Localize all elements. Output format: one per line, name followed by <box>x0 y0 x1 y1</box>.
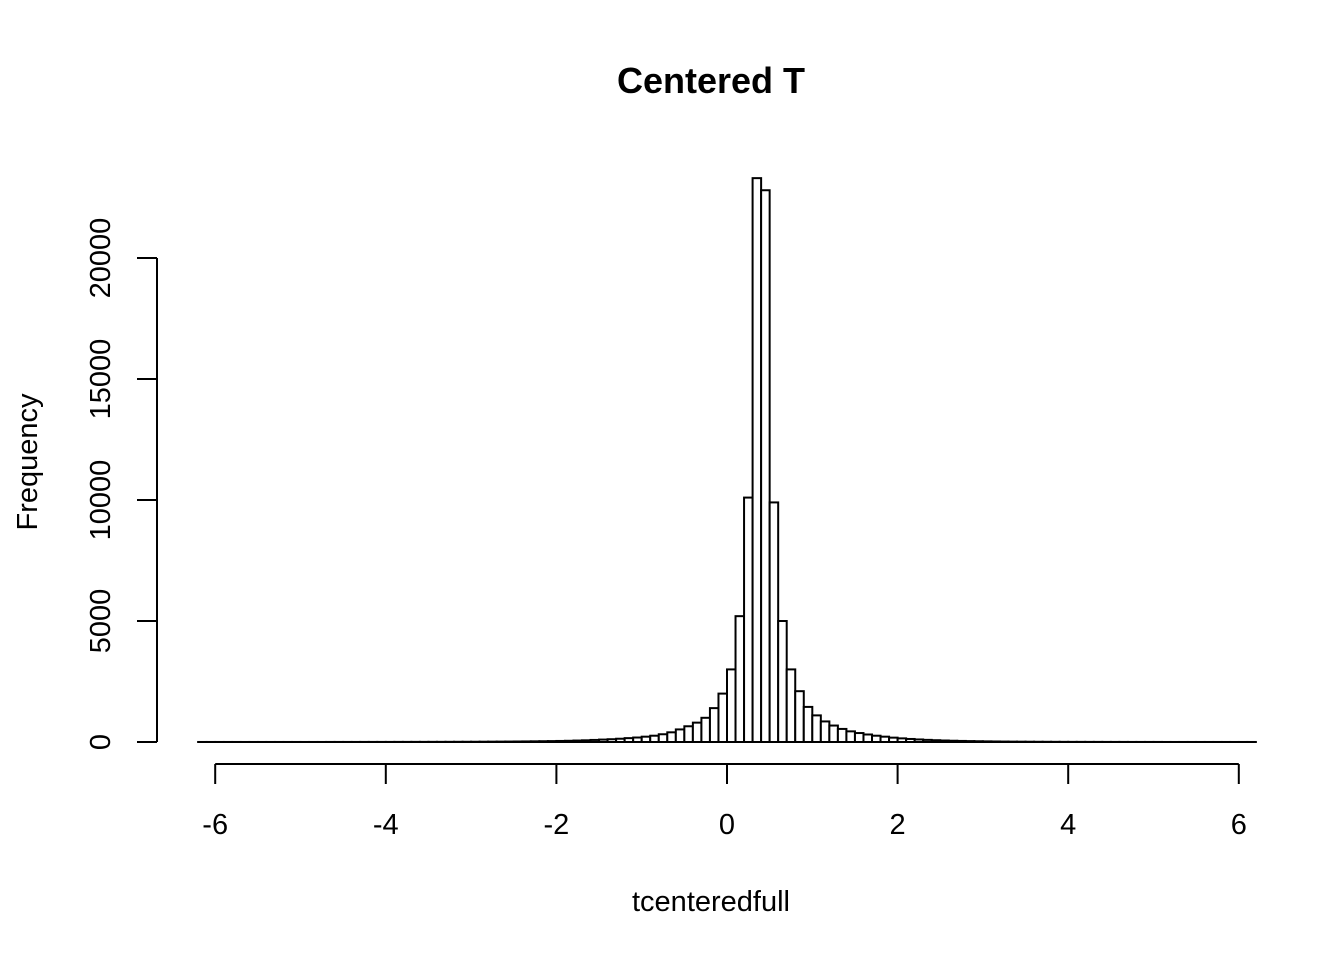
histogram-bar <box>674 728 686 744</box>
y-tick-label: 20000 <box>85 218 117 299</box>
histogram-bar <box>913 738 925 743</box>
x-tick-label: 4 <box>1060 809 1076 841</box>
y-axis-label: Frequency <box>12 393 44 531</box>
histogram-bar <box>819 720 831 743</box>
histogram-bar <box>563 739 575 743</box>
histogram-bar <box>768 501 780 744</box>
histogram-bar <box>964 740 976 744</box>
histogram-bar <box>871 734 882 744</box>
histogram-bar <box>794 690 805 743</box>
y-tick-label: 15000 <box>85 339 117 420</box>
x-tick-label: -6 <box>202 809 228 841</box>
y-axis: 0 5000 10000 15000 20000 <box>85 218 158 750</box>
histogram-bar <box>521 740 532 743</box>
histogram-bar <box>760 189 771 744</box>
histogram-bar <box>845 730 856 743</box>
histogram-bar <box>811 714 822 744</box>
histogram-bar <box>973 740 984 744</box>
x-tick-label: 2 <box>890 809 906 841</box>
histogram-bar <box>990 740 1001 743</box>
x-tick-label: 6 <box>1231 809 1247 841</box>
histogram-bar <box>777 620 788 743</box>
histogram-bar <box>802 705 814 743</box>
x-axis: -6 -4 -2 0 2 4 6 <box>202 763 1247 841</box>
chart-title: Centered T <box>617 60 805 101</box>
histogram-bar <box>589 738 601 743</box>
histogram-bar <box>538 740 549 743</box>
histogram-bar <box>649 734 660 744</box>
x-tick-label: -2 <box>544 809 570 841</box>
histogram-bar <box>734 615 746 743</box>
histogram-bar <box>743 496 754 743</box>
histogram-bar <box>580 739 592 744</box>
histogram-bar <box>862 733 874 743</box>
histogram-bar <box>683 725 694 744</box>
x-tick-label: -4 <box>373 809 399 841</box>
histogram-bar <box>632 736 643 744</box>
histogram-bar <box>836 727 848 744</box>
histogram-bar <box>939 739 950 743</box>
histogram-bar <box>691 721 703 744</box>
histogram-bar <box>512 740 524 744</box>
histogram-bar <box>708 707 720 743</box>
x-axis-label: tcenteredfull <box>632 886 790 918</box>
histogram-bar <box>572 739 583 743</box>
histogram-bar <box>726 668 737 744</box>
histogram-bar <box>700 716 711 743</box>
histogram-bar <box>896 737 908 743</box>
histogram-bar <box>947 739 959 743</box>
histogram-bar <box>657 733 669 743</box>
histogram-bar <box>717 692 728 743</box>
histogram-bar <box>930 739 942 744</box>
histogram-bar <box>598 738 609 744</box>
y-tick-label: 5000 <box>85 589 117 654</box>
histogram-bar <box>922 738 933 744</box>
histogram-bar <box>640 735 652 744</box>
histogram-bar <box>981 740 993 743</box>
histogram-bar <box>555 739 566 744</box>
histogram-bar <box>623 737 635 743</box>
histogram-bar <box>529 740 541 743</box>
x-tick-label: 0 <box>719 809 735 841</box>
histogram-bar <box>615 737 626 743</box>
y-tick-label: 0 <box>85 734 117 750</box>
histogram-bar <box>905 737 916 743</box>
histogram-bar <box>853 732 865 744</box>
histogram-bar <box>956 739 967 743</box>
histogram-bar <box>785 668 797 744</box>
histogram-bar <box>546 740 558 744</box>
histogram-bar <box>606 738 618 743</box>
histogram-bar <box>666 731 677 744</box>
histogram-bar <box>828 724 839 744</box>
y-tick-label: 10000 <box>85 460 117 541</box>
histogram-bars <box>197 177 1257 744</box>
histogram-bar <box>879 735 891 744</box>
histogram-bar <box>751 177 763 743</box>
histogram-bar <box>888 736 899 743</box>
